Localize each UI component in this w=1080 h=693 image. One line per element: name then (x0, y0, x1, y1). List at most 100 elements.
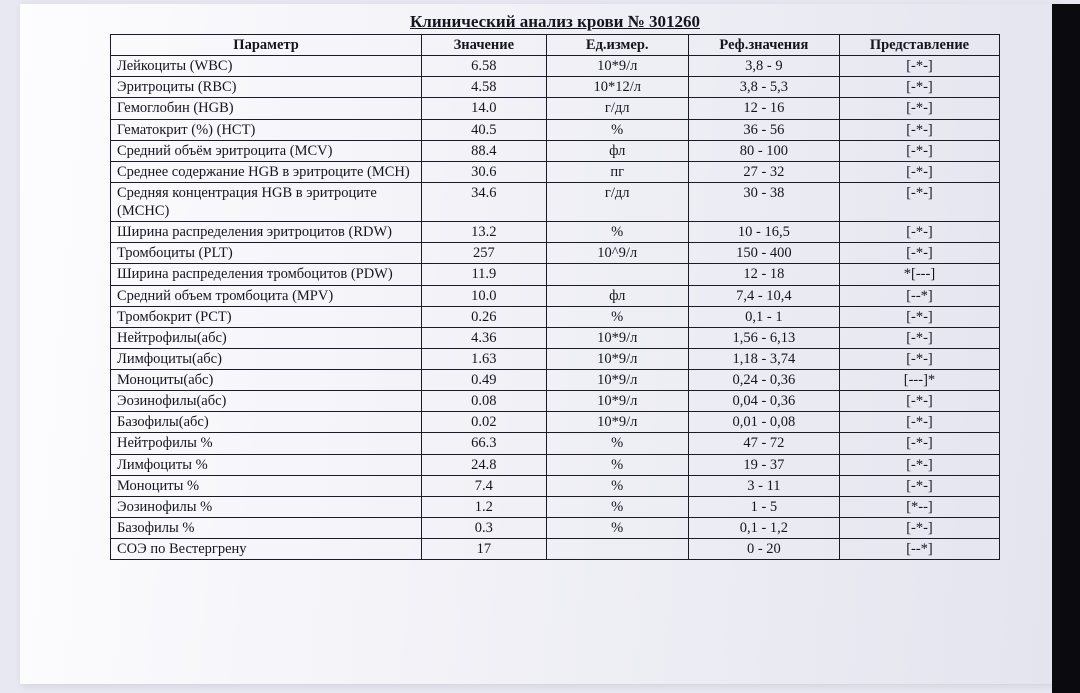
cell-value: 7.4 (422, 475, 546, 496)
cell-representation: [---]* (839, 370, 999, 391)
table-row: Моноциты %7.4%3 - 11[-*-] (111, 475, 1000, 496)
cell-representation: [-*-] (839, 433, 999, 454)
cell-representation: [-*-] (839, 412, 999, 433)
table-row: Среднее содержание HGB в эритроците (MCH… (111, 161, 1000, 182)
cell-parameter: Эозинофилы % (111, 496, 422, 517)
blood-test-table: Параметр Значение Ед.измер. Реф.значения… (110, 34, 1000, 560)
cell-value: 1.63 (422, 348, 546, 369)
table-row: Эозинофилы %1.2%1 - 5[*--] (111, 496, 1000, 517)
cell-reference: 7,4 - 10,4 (688, 285, 839, 306)
cell-value: 0.49 (422, 370, 546, 391)
cell-parameter: Средний объём эритроцита (MCV) (111, 140, 422, 161)
cell-representation: [-*-] (839, 161, 999, 182)
cell-parameter: Лимфоциты(абс) (111, 348, 422, 369)
table-row: Гемоглобин (HGB)14.0г/дл12 - 16[-*-] (111, 98, 1000, 119)
table-row: Эритроциты (RBC)4.5810*12/л3,8 - 5,3[-*-… (111, 77, 1000, 98)
cell-value: 11.9 (422, 264, 546, 285)
cell-value: 4.36 (422, 327, 546, 348)
cell-unit: фл (546, 285, 688, 306)
cell-representation: [--*] (839, 539, 999, 560)
table-row: Лимфоциты(абс)1.6310*9/л1,18 - 3,74[-*-] (111, 348, 1000, 369)
cell-representation: [-*-] (839, 56, 999, 77)
cell-parameter: Среднее содержание HGB в эритроците (MCH… (111, 161, 422, 182)
cell-parameter: Тромбоциты (PLT) (111, 243, 422, 264)
cell-parameter: Эозинофилы(абс) (111, 391, 422, 412)
cell-unit: 10*9/л (546, 412, 688, 433)
cell-value: 4.58 (422, 77, 546, 98)
table-row: СОЭ по Вестергрену17 0 - 20[--*] (111, 539, 1000, 560)
cell-value: 40.5 (422, 119, 546, 140)
cell-parameter: Ширина распределения тромбоцитов (PDW) (111, 264, 422, 285)
cell-unit: фл (546, 140, 688, 161)
cell-unit: % (546, 119, 688, 140)
table-row: Нейтрофилы %66.3%47 - 72[-*-] (111, 433, 1000, 454)
cell-unit: 10*9/л (546, 56, 688, 77)
cell-representation: [-*-] (839, 454, 999, 475)
cell-parameter: Тромбокрит (PCT) (111, 306, 422, 327)
cell-unit: 10*9/л (546, 391, 688, 412)
cell-representation: [-*-] (839, 517, 999, 538)
cell-unit (546, 539, 688, 560)
cell-parameter: Гемоглобин (HGB) (111, 98, 422, 119)
cell-value: 66.3 (422, 433, 546, 454)
table-row: Тромбоциты (PLT)25710^9/л150 - 400[-*-] (111, 243, 1000, 264)
cell-parameter: Лейкоциты (WBC) (111, 56, 422, 77)
cell-value: 10.0 (422, 285, 546, 306)
table-header-row: Параметр Значение Ед.измер. Реф.значения… (111, 35, 1000, 56)
cell-parameter: Нейтрофилы % (111, 433, 422, 454)
cell-representation: [*--] (839, 496, 999, 517)
cell-value: 30.6 (422, 161, 546, 182)
cell-reference: 1,56 - 6,13 (688, 327, 839, 348)
cell-reference: 3,8 - 9 (688, 56, 839, 77)
cell-unit: % (546, 306, 688, 327)
cell-parameter: Моноциты % (111, 475, 422, 496)
cell-reference: 10 - 16,5 (688, 222, 839, 243)
col-header-value: Значение (422, 35, 546, 56)
cell-value: 0.26 (422, 306, 546, 327)
cell-unit (546, 264, 688, 285)
col-header-parameter: Параметр (111, 35, 422, 56)
cell-value: 88.4 (422, 140, 546, 161)
cell-parameter: Ширина распределения эритроцитов (RDW) (111, 222, 422, 243)
table-row: Ширина распределения тромбоцитов (PDW)11… (111, 264, 1000, 285)
cell-representation: [-*-] (839, 348, 999, 369)
cell-reference: 27 - 32 (688, 161, 839, 182)
cell-representation: [-*-] (839, 140, 999, 161)
cell-parameter: Средний объем тромбоцита (MPV) (111, 285, 422, 306)
cell-value: 17 (422, 539, 546, 560)
cell-value: 0.3 (422, 517, 546, 538)
table-row: Базофилы(абс)0.0210*9/л0,01 - 0,08[-*-] (111, 412, 1000, 433)
cell-value: 13.2 (422, 222, 546, 243)
cell-reference: 0,24 - 0,36 (688, 370, 839, 391)
table-row: Эозинофилы(абс)0.0810*9/л0,04 - 0,36[-*-… (111, 391, 1000, 412)
table-row: Нейтрофилы(абс)4.3610*9/л1,56 - 6,13[-*-… (111, 327, 1000, 348)
cell-reference: 1,18 - 3,74 (688, 348, 839, 369)
cell-reference: 3,8 - 5,3 (688, 77, 839, 98)
cell-representation: [-*-] (839, 327, 999, 348)
cell-value: 0.02 (422, 412, 546, 433)
cell-reference: 36 - 56 (688, 119, 839, 140)
cell-value: 0.08 (422, 391, 546, 412)
cell-unit: 10^9/л (546, 243, 688, 264)
cell-parameter: Эритроциты (RBC) (111, 77, 422, 98)
cell-representation: [-*-] (839, 98, 999, 119)
cell-parameter: Средняя концентрация HGB в эритроците (M… (111, 182, 422, 221)
cell-unit: пг (546, 161, 688, 182)
cell-parameter: Базофилы(абс) (111, 412, 422, 433)
cell-value: 34.6 (422, 182, 546, 221)
cell-parameter: Лимфоциты % (111, 454, 422, 475)
cell-parameter: СОЭ по Вестергрену (111, 539, 422, 560)
cell-parameter: Моноциты(абс) (111, 370, 422, 391)
table-body: Лейкоциты (WBC)6.5810*9/л3,8 - 9[-*-]Эри… (111, 56, 1000, 560)
table-row: Моноциты(абс)0.4910*9/л0,24 - 0,36[---]* (111, 370, 1000, 391)
cell-representation: [--*] (839, 285, 999, 306)
cell-unit: % (546, 222, 688, 243)
table-row: Тромбокрит (PCT)0.26%0,1 - 1[-*-] (111, 306, 1000, 327)
cell-representation: [-*-] (839, 306, 999, 327)
col-header-unit: Ед.измер. (546, 35, 688, 56)
right-black-bar (1052, 4, 1080, 693)
cell-reference: 0 - 20 (688, 539, 839, 560)
cell-unit: % (546, 517, 688, 538)
document-title: Клинический анализ крови № 301260 (110, 12, 1000, 32)
cell-representation: [-*-] (839, 243, 999, 264)
